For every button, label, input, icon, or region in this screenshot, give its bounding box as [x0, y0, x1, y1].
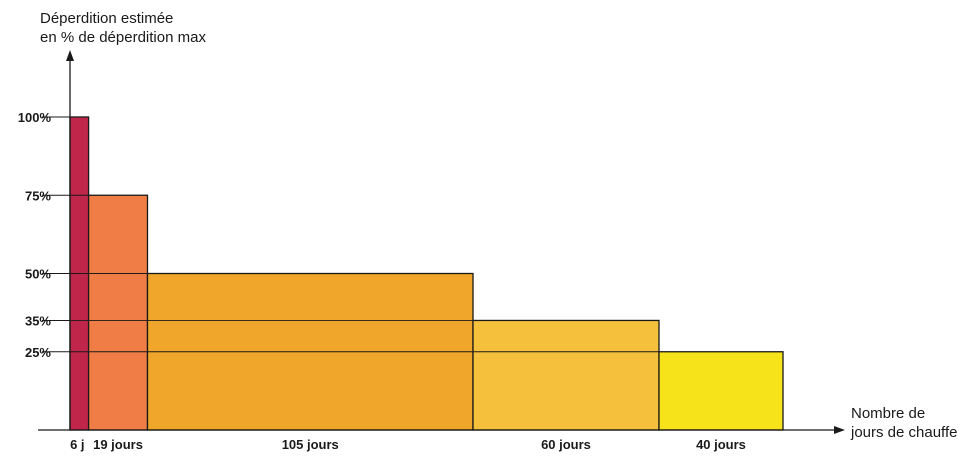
x-axis-title-line-1: Nombre de — [851, 405, 926, 422]
x-label-2: 19 jours — [93, 437, 143, 452]
bar-5 — [658, 351, 784, 431]
y-tick-label-2: 75% — [25, 188, 51, 203]
y-axis-title: Déperdition estimée en % de déperdition … — [40, 9, 206, 47]
bars — [69, 116, 784, 431]
x-axis-title: Nombre de jours de chauffe — [851, 404, 957, 442]
y-axis-title-line-1: Déperdition estimée — [40, 10, 174, 27]
bar-4 — [472, 319, 660, 431]
y-axis-title-line-2: en % de déperdition max — [40, 29, 206, 46]
x-label-1: 6 j — [70, 437, 84, 452]
x-label-5: 40 jours — [696, 437, 746, 452]
x-label-3: 105 jours — [282, 437, 339, 452]
y-tick-labels: 100% 75% 50% 35% 25% — [18, 110, 52, 360]
y-tick-label-4: 35% — [25, 313, 51, 328]
y-tick-label-3: 50% — [25, 267, 51, 282]
bar-2 — [87, 194, 149, 431]
x-axis-title-line-2: jours de chauffe — [851, 424, 958, 441]
x-category-labels: 6 j 19 jours 105 jours 60 jours 40 jours — [70, 437, 746, 452]
x-label-4: 60 jours — [541, 437, 591, 452]
y-tick-label-5: 25% — [25, 345, 51, 360]
axes — [38, 50, 845, 434]
x-axis-arrow-icon — [834, 426, 845, 434]
y-axis-arrow-icon — [66, 50, 74, 61]
y-tick-label-1: 100% — [18, 110, 52, 125]
